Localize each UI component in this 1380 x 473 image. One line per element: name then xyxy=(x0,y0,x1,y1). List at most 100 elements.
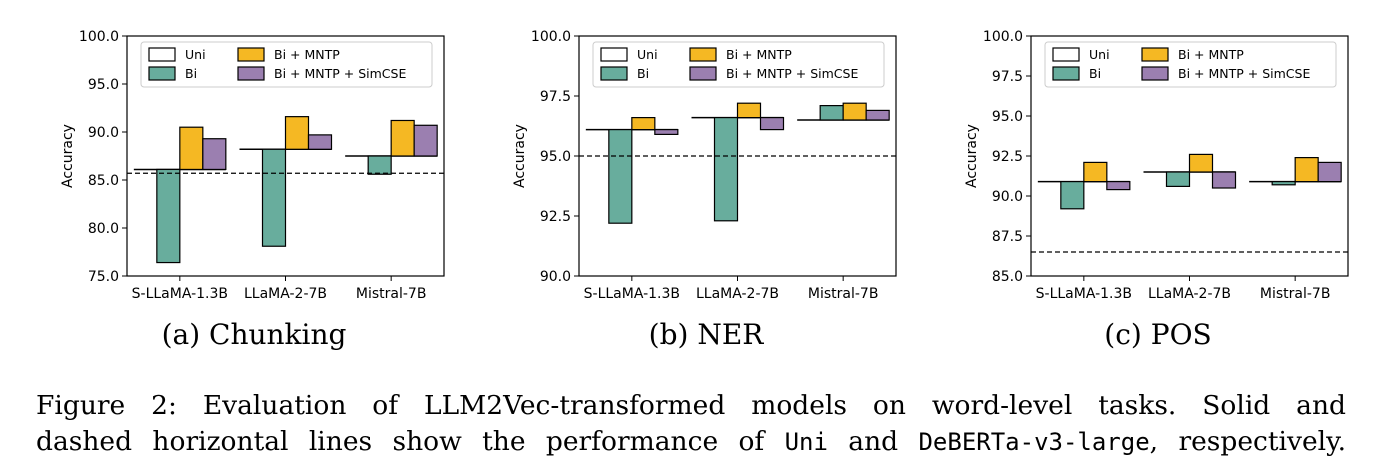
x-tick-label: Mistral-7B xyxy=(1260,286,1331,302)
y-tick-label: 85.0 xyxy=(88,173,119,189)
chart-ner: 90.0 92.5 95.0 97.5 100.0 Accuracy S-LLaMA-1.3… xyxy=(512,29,897,302)
legend-box xyxy=(592,41,885,88)
legend-label-bi-mntp: Bi + MNTP xyxy=(274,47,340,62)
figure-caption: Figure 2: Evaluation of LLM2Vec-transfor… xyxy=(36,388,1346,460)
bar-bi-mntp-simcse-llama-2-7b xyxy=(1211,171,1237,189)
x-tick-label: S-LLaMA-1.3B xyxy=(132,286,228,302)
legend-label-bi-mntp-simcse: Bi + MNTP + SimCSE xyxy=(274,66,406,81)
bar-bi-mntp-simcse-s-llama-1-3b xyxy=(1106,181,1131,191)
bar-bi-mntp-s-llama-1-3b xyxy=(1083,161,1108,183)
bar-bi-mntp-llama-2-7b xyxy=(284,116,310,150)
legend: Uni Bi Bi + MNTP Bi + MNTP + SimCSE xyxy=(592,41,885,88)
subcaption-pos: (c) POS xyxy=(1104,318,1212,351)
caption-line-2-mid: and xyxy=(827,426,919,457)
caption-line-1: Figure 2: Evaluation of LLM2Vec-transfor… xyxy=(36,390,1346,421)
x-tick-label: Mistral-7B xyxy=(808,286,879,302)
chart-chunking: 75.0 80.0 85.0 90.0 95.0 100.0 Accuracy S-LLaMA… xyxy=(60,29,445,302)
legend-swatch-bi-mntp-simcse xyxy=(689,66,717,81)
legend-swatch-bi-mntp xyxy=(1141,47,1169,62)
y-axis-label: Accuracy xyxy=(964,124,980,188)
legend-swatch-uni xyxy=(600,47,628,62)
bar-bi-mntp-llama-2-7b xyxy=(1188,153,1214,173)
y-tick-label: 90.0 xyxy=(992,189,1023,205)
caption-deberta-code: DeBERTa-v3-large xyxy=(918,428,1150,456)
bar-bi-llama-2-7b xyxy=(261,148,287,247)
bar-bi-mntp-s-llama-1-3b xyxy=(179,126,204,171)
legend-swatch-bi xyxy=(600,66,628,81)
x-tick-label: LLaMA-2-7B xyxy=(696,286,779,302)
legend-swatch-uni xyxy=(1052,47,1080,62)
bar-bi-mntp-simcse-s-llama-1-3b xyxy=(654,129,679,136)
y-axis-label: Accuracy xyxy=(512,124,528,188)
x-tick-label: S-LLaMA-1.3B xyxy=(1036,286,1132,302)
legend-label-bi: Bi xyxy=(637,66,649,81)
legend-label-uni: Uni xyxy=(185,47,206,62)
y-tick-label: 95.0 xyxy=(992,109,1023,125)
legend-box xyxy=(1044,41,1337,88)
bar-bi-s-llama-1-3b xyxy=(608,129,633,224)
legend-swatch-bi xyxy=(148,66,176,81)
bar-bi-mntp-mistral-7b xyxy=(390,119,415,157)
y-tick-label: 97.5 xyxy=(540,89,571,105)
legend-label-uni: Uni xyxy=(1089,47,1110,62)
y-tick-label: 90.0 xyxy=(540,269,571,285)
y-tick-label: 85.0 xyxy=(992,269,1023,285)
x-tick-label: Mistral-7B xyxy=(356,286,427,302)
subcaption-ner: (b) NER xyxy=(648,318,764,351)
bar-bi-mntp-simcse-llama-2-7b xyxy=(307,134,333,150)
bar-bi-mntp-mistral-7b xyxy=(842,102,867,121)
legend-swatch-bi-mntp xyxy=(689,47,717,62)
legend-swatch-bi-mntp-simcse xyxy=(1141,66,1169,81)
legend-swatch-bi-mntp-simcse xyxy=(237,66,265,81)
y-tick-label: 90.0 xyxy=(88,125,119,141)
bar-bi-s-llama-1-3b xyxy=(156,168,181,264)
legend-swatch-uni xyxy=(148,47,176,62)
bar-bi-mntp-simcse-s-llama-1-3b xyxy=(202,138,227,171)
bar-bi-llama-2-7b xyxy=(713,116,739,222)
y-tick-label: 97.5 xyxy=(992,69,1023,85)
x-tick-label: S-LLaMA-1.3B xyxy=(584,286,680,302)
bar-bi-s-llama-1-3b xyxy=(1060,181,1085,210)
legend-label-bi: Bi xyxy=(185,66,197,81)
bar-bi-mntp-simcse-mistral-7b xyxy=(865,109,890,121)
bar-bi-mistral-7b xyxy=(367,155,392,175)
y-axis-label: Accuracy xyxy=(60,124,76,188)
y-tick-label: 95.0 xyxy=(88,77,119,93)
caption-line-2-end: , respectively. xyxy=(1149,426,1347,457)
y-tick-label: 95.0 xyxy=(540,149,571,165)
legend-label-bi-mntp-simcse: Bi + MNTP + SimCSE xyxy=(726,66,858,81)
legend: Uni Bi Bi + MNTP Bi + MNTP + SimCSE xyxy=(140,41,433,88)
bar-bi-mntp-simcse-mistral-7b xyxy=(1317,161,1342,183)
chart-pos: 85.0 87.5 90.0 92.5 95.0 97.5 100.0 Accuracy S-L… xyxy=(964,29,1349,302)
legend-swatch-bi-mntp xyxy=(237,47,265,62)
bar-bi-mistral-7b xyxy=(819,104,844,121)
y-tick-label: 92.5 xyxy=(992,149,1023,165)
y-tick-label: 80.0 xyxy=(88,221,119,237)
y-tick-label: 75.0 xyxy=(88,269,119,285)
bar-bi-mntp-simcse-llama-2-7b xyxy=(759,116,785,131)
caption-line-2: dashed horizontal lines show the perform… xyxy=(36,424,1346,460)
bar-bi-mntp-s-llama-1-3b xyxy=(631,116,656,131)
subcaption-chunking: (a) Chunking xyxy=(161,318,347,351)
legend-swatch-bi xyxy=(1052,66,1080,81)
legend-box xyxy=(140,41,433,88)
bar-bi-llama-2-7b xyxy=(1165,171,1191,187)
caption-uni-code: Uni xyxy=(784,428,828,456)
y-tick-label: 100.0 xyxy=(531,29,571,45)
caption-line-2-start: dashed horizontal lines show the perform… xyxy=(36,426,785,457)
legend-label-bi: Bi xyxy=(1089,66,1101,81)
bar-bi-mistral-7b xyxy=(1271,181,1296,186)
y-tick-label: 100.0 xyxy=(79,29,119,45)
legend: Uni Bi Bi + MNTP Bi + MNTP + SimCSE xyxy=(1044,41,1337,88)
bar-bi-mntp-llama-2-7b xyxy=(736,102,762,119)
legend-label-bi-mntp-simcse: Bi + MNTP + SimCSE xyxy=(1178,66,1310,81)
bar-bi-mntp-mistral-7b xyxy=(1294,157,1319,183)
legend-label-bi-mntp: Bi + MNTP xyxy=(726,47,792,62)
x-tick-label: LLaMA-2-7B xyxy=(1148,286,1231,302)
legend-label-bi-mntp: Bi + MNTP xyxy=(1178,47,1244,62)
y-tick-label: 100.0 xyxy=(983,29,1023,45)
y-tick-label: 87.5 xyxy=(992,229,1023,245)
legend-label-uni: Uni xyxy=(637,47,658,62)
y-tick-label: 92.5 xyxy=(540,209,571,225)
bar-bi-mntp-simcse-mistral-7b xyxy=(413,124,438,157)
